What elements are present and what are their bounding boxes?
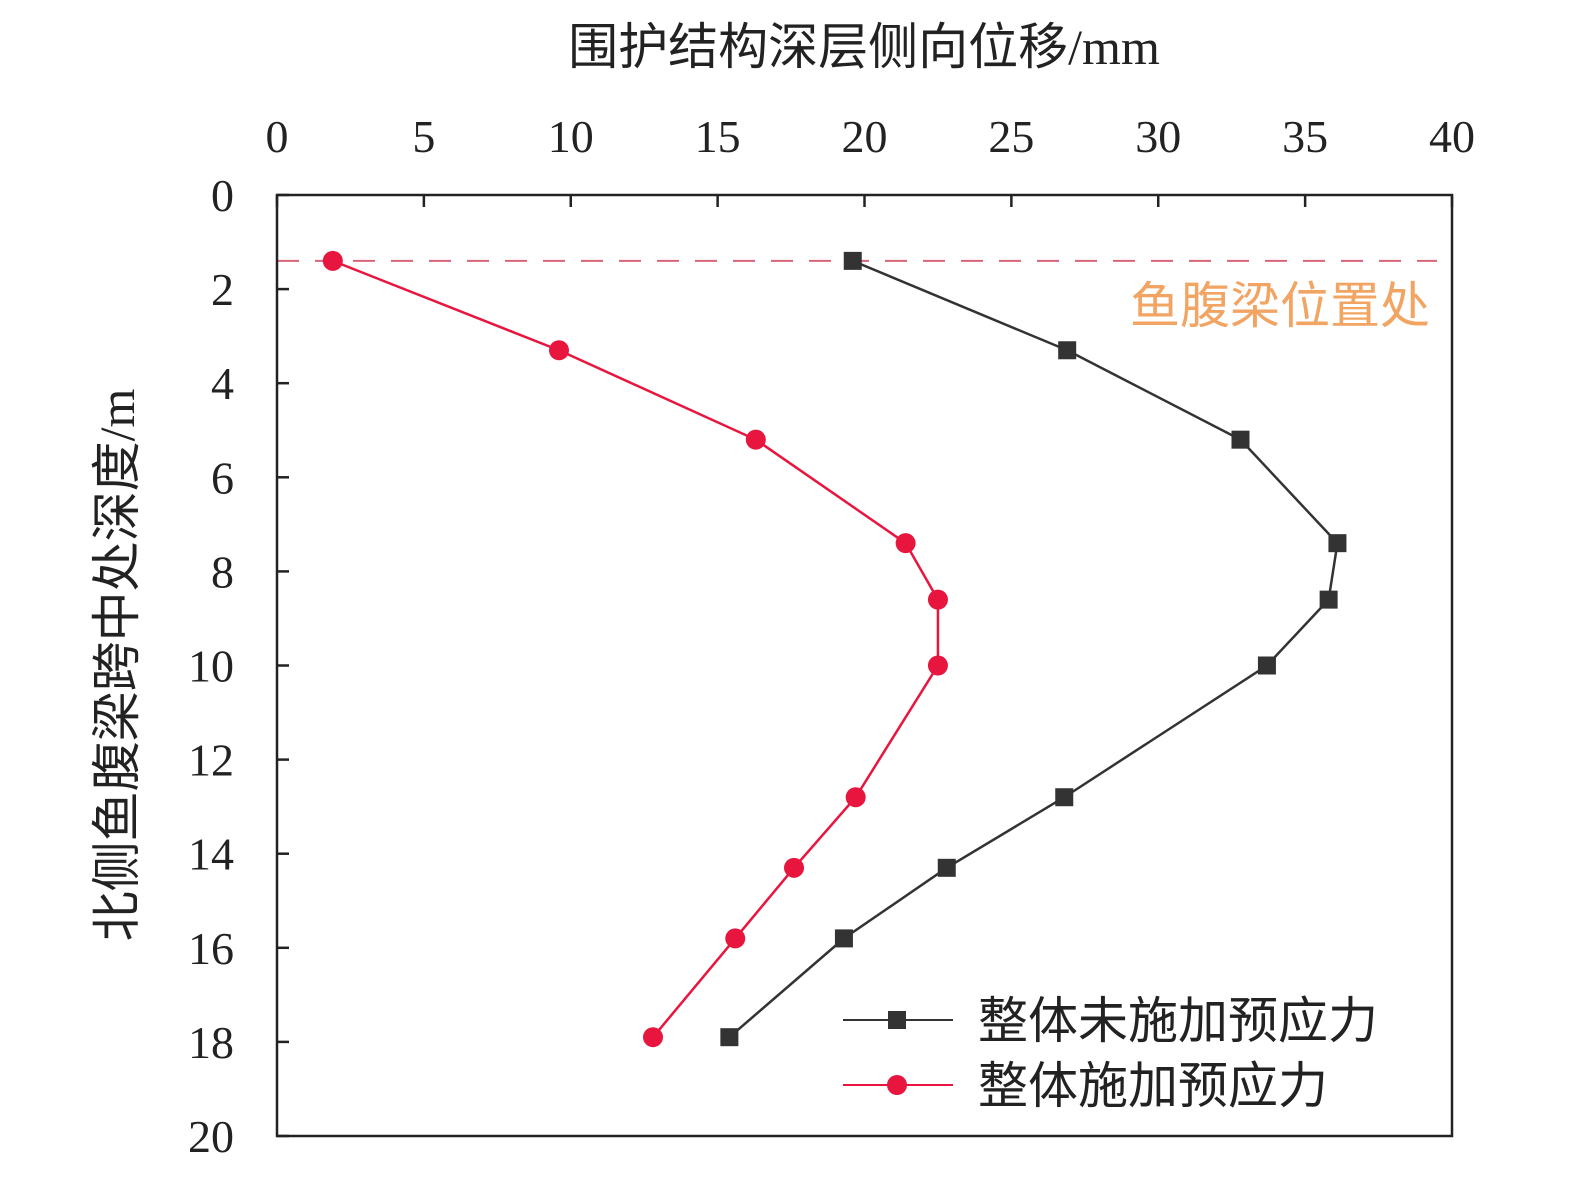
legend-label-series-2: 整体施加预应力 — [978, 1058, 1328, 1114]
x-tick-label: 25 — [988, 111, 1034, 162]
data-point-square — [834, 929, 853, 948]
x-tick-label: 5 — [412, 111, 435, 162]
x-tick-label: 0 — [266, 111, 289, 162]
data-point-square — [1055, 788, 1074, 807]
legend-marker-series-2 — [887, 1075, 907, 1095]
reference-line-label: 鱼腹梁位置处 — [1130, 278, 1430, 334]
data-point-square — [1319, 590, 1338, 609]
data-point-square — [1058, 341, 1077, 360]
x-tick-label: 35 — [1282, 111, 1328, 162]
data-point-circle — [927, 589, 948, 610]
data-point-circle — [784, 857, 804, 878]
series-2-line — [332, 259, 940, 1038]
data-point-square — [937, 858, 956, 877]
series-2 — [322, 250, 948, 1048]
x-tick-label: 15 — [695, 111, 741, 162]
y-tick-label: 2 — [211, 264, 234, 315]
y-tick-label: 16 — [188, 923, 234, 974]
x-tick-label: 40 — [1429, 111, 1475, 162]
series-1 — [720, 251, 1347, 1047]
data-point-circle — [725, 928, 746, 949]
y-tick-label: 4 — [211, 358, 234, 409]
data-point-circle — [895, 533, 916, 554]
data-point-circle — [745, 429, 766, 450]
data-point-square — [1257, 656, 1276, 675]
data-point-circle — [845, 787, 866, 808]
legend: 整体未施加预应力 整体施加预应力 — [843, 993, 1378, 1114]
y-tick-label: 10 — [188, 641, 234, 692]
series-1-line — [728, 259, 1339, 1039]
y-tick-label: 6 — [211, 452, 234, 503]
y-tick-label: 18 — [188, 1017, 234, 1068]
data-point-square — [720, 1028, 739, 1047]
y-tick-label: 8 — [211, 546, 234, 597]
data-point-circle — [322, 250, 343, 271]
y-tick-label: 0 — [211, 170, 234, 221]
y-tick-label: 20 — [188, 1111, 234, 1162]
x-axis-title: 围护结构深层侧向位移/mm — [568, 19, 1160, 75]
data-point-circle — [927, 655, 948, 676]
data-point-circle — [549, 340, 569, 361]
y-tick-label: 14 — [188, 829, 234, 880]
y-tick-label: 12 — [188, 735, 234, 786]
x-tick-label: 10 — [548, 111, 594, 162]
data-point-square — [1231, 430, 1250, 449]
data-point-circle — [643, 1027, 663, 1048]
y-axis-title: 北侧鱼腹梁跨中处深度/m — [89, 389, 145, 942]
data-point-square — [843, 251, 862, 270]
legend-label-series-1: 整体未施加预应力 — [978, 993, 1378, 1049]
data-point-square — [1328, 534, 1347, 553]
x-tick-label: 30 — [1135, 111, 1181, 162]
legend-marker-series-1 — [888, 1011, 906, 1029]
x-tick-label: 20 — [842, 111, 888, 162]
